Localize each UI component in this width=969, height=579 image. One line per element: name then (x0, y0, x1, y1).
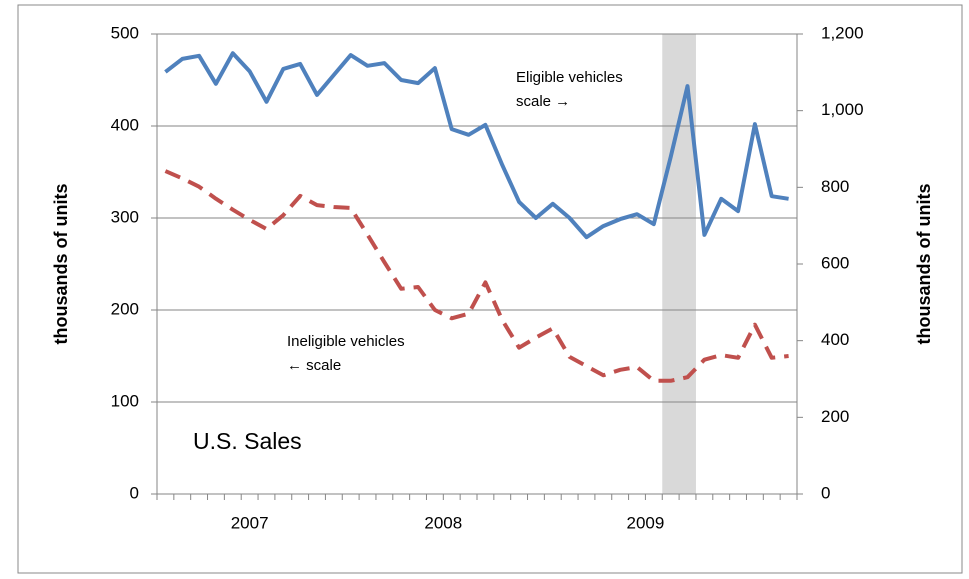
y-tick-label: 300 (111, 207, 139, 226)
y2-tick-label: 400 (821, 330, 849, 349)
annotation: Ineligible vehicles (287, 333, 405, 350)
y-tick-label: 400 (111, 115, 139, 134)
y2-tick-label: 800 (821, 177, 849, 196)
y-tick-label: 100 (111, 391, 139, 410)
y2-tick-label: 0 (821, 483, 830, 502)
plot-area: 0 100 200 300 400 500 0 200 400 600 800 1,000 1,200 2… (111, 23, 864, 532)
x-group-label: 2008 (424, 513, 462, 532)
y2-axis-label: thousands of units (914, 184, 934, 345)
y-tick-label: 0 (130, 483, 139, 502)
y2-tick-label: 200 (821, 407, 849, 426)
y-tick-label: 200 (111, 299, 139, 318)
y-tick-label: 500 (111, 23, 139, 42)
x-group-label: 2009 (627, 513, 665, 532)
annotation: ← scale (287, 357, 341, 374)
annotation: Eligible vehicles (516, 69, 623, 86)
annotation: U.S. Sales (193, 428, 302, 454)
series-line (164, 169, 789, 383)
y2-tick-label: 600 (821, 253, 849, 272)
annotation: scale → (516, 93, 570, 110)
x-group-label: 2007 (231, 513, 269, 532)
y2-tick-label: 1,200 (821, 23, 864, 42)
y-axis-label: thousands of units (51, 184, 71, 345)
series-line (164, 51, 789, 240)
y2-tick-label: 1,000 (821, 100, 864, 119)
